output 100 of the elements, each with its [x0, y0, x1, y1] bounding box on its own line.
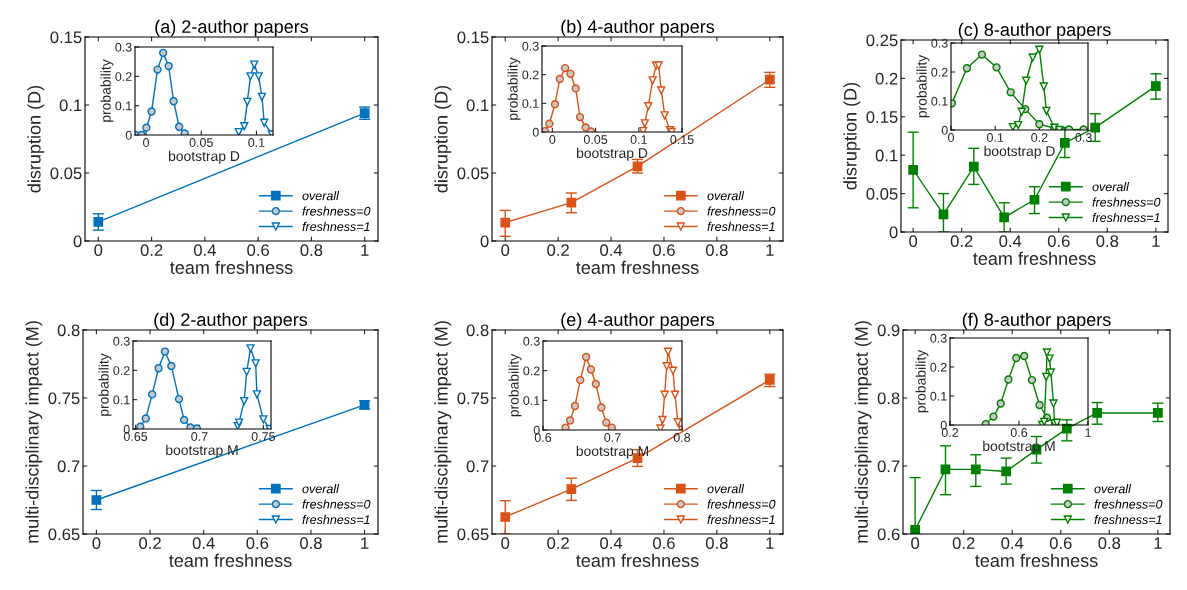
x-tick-label: 0.4 [999, 235, 1022, 248]
y-tick-label: 0.3 [115, 42, 132, 52]
x-tick-label: 1 [1085, 428, 1091, 437]
x-tick-label: 0.05 [189, 138, 213, 147]
legend-label: freshness=0 [707, 499, 776, 509]
chart-title: (c) 8-author papers [958, 22, 1111, 40]
legend-label: overall [707, 484, 745, 494]
y-axis-title: probability [916, 54, 930, 118]
y-tick-label: 0.05 [457, 167, 489, 180]
y-tick-label: 0.1 [523, 396, 540, 405]
y-axis-title: multi-disciplinary impact (M) [434, 321, 452, 543]
x-tick-label: 0 [94, 244, 103, 257]
y-tick-label: 0.2 [115, 72, 132, 81]
chart-title: (e) 4-author papers [561, 312, 715, 330]
x-tick-label: 0.6 [247, 244, 269, 257]
y-axis-title: disruption (D) [27, 85, 45, 193]
y-axis-title: probability [507, 57, 521, 120]
y-tick-label: 0.1 [931, 96, 948, 106]
y-tick-label: 0.1 [115, 101, 132, 111]
legend-label: overall [302, 191, 340, 201]
y-tick-label: 0 [941, 125, 948, 135]
y-tick-label: 0.65 [457, 528, 489, 541]
x-tick-label: 0.2 [952, 537, 975, 550]
y-tick-label: 0.2 [875, 72, 898, 85]
y-tick-label: 0.25 [866, 34, 898, 47]
y-axis-title: probability [508, 353, 522, 417]
x-tick-label: 1 [361, 244, 369, 256]
y-tick-label: 0.8 [57, 324, 80, 337]
x-tick-label: 0.1 [248, 138, 265, 147]
x-tick-label: 1 [361, 537, 369, 549]
chart-title: (b) 4-author papers [561, 19, 715, 37]
x-tick-label: 1 [766, 244, 774, 256]
x-tick-label: 1 [766, 537, 774, 549]
y-tick-label: 0.75 [457, 392, 489, 405]
x-tick-label: 0.8 [1096, 235, 1119, 248]
chart-title: (d) 2-author papers [154, 312, 308, 330]
y-tick-label: 0.2 [523, 366, 540, 376]
x-tick-label: 1 [1152, 235, 1160, 247]
x-tick-label: 0.2 [1031, 133, 1048, 142]
y-axis-title: multi-disciplinary impact (M) [25, 321, 43, 543]
y-tick-label: 0 [940, 420, 947, 430]
x-tick-label: 1 [1154, 537, 1162, 549]
x-tick-label: 0.1 [630, 135, 647, 144]
x-tick-label: 0.4 [600, 537, 623, 550]
legend-label: freshness=0 [302, 206, 371, 216]
x-tick-label: 0 [501, 244, 510, 257]
x-tick-label: 0.1 [986, 133, 1004, 142]
x-tick-label: 0.8 [705, 244, 728, 257]
y-tick-label: 0.6 [877, 528, 900, 541]
x-tick-label: 0.4 [1001, 537, 1024, 550]
y-tick-label: 0.65 [48, 528, 80, 541]
x-tick-label: 0.2 [950, 235, 973, 248]
y-tick-label: 0.7 [466, 460, 489, 473]
y-tick-label: 0.1 [930, 391, 947, 401]
x-tick-label: 0 [143, 138, 150, 147]
legend-label: overall [707, 191, 745, 201]
x-axis-title: team freshness [576, 553, 699, 567]
legend-label: freshness=0 [707, 206, 776, 216]
y-tick-label: 0.15 [50, 31, 82, 44]
y-tick-label: 0.1 [875, 149, 898, 162]
legend-label: overall [1094, 484, 1132, 494]
y-axis-title: probability [100, 59, 114, 122]
y-tick-label: 0.8 [877, 392, 900, 405]
y-tick-label: 0.15 [866, 111, 898, 123]
y-axis-title: disruption (D) [434, 85, 452, 193]
legend-label: freshness=0 [302, 499, 371, 509]
x-tick-label: 0.7 [604, 433, 621, 442]
legend-label: freshness=0 [1092, 197, 1161, 207]
y-tick-label: 0.8 [466, 324, 489, 337]
x-axis-title: team freshness [576, 260, 699, 274]
y-tick-label: 0.15 [457, 31, 489, 44]
chart-title: (f) 8-author papers [962, 312, 1111, 330]
legend-label: freshness=1 [1094, 514, 1162, 525]
legend-label: freshness=0 [1094, 499, 1163, 509]
legend-label: overall [1092, 182, 1130, 192]
y-tick-label: 0.7 [57, 460, 80, 473]
x-tick-label: 0.4 [600, 244, 623, 257]
x-tick-label: 0.8 [300, 244, 323, 257]
legend-label: freshness=1 [1092, 212, 1160, 223]
x-tick-label: 0.4 [193, 244, 216, 257]
y-tick-label: 0.3 [522, 41, 539, 51]
y-tick-label: 0.1 [466, 99, 489, 112]
y-tick-label: 0.1 [59, 99, 82, 112]
x-tick-label: 0.2 [547, 244, 569, 257]
y-tick-label: 0.05 [50, 167, 82, 180]
x-tick-label: 0.75 [251, 432, 275, 441]
legend-label: freshness=1 [707, 514, 775, 525]
x-tick-label: 0.3 [1075, 133, 1092, 142]
legend-label: freshness=1 [302, 221, 370, 232]
x-tick-label: 0.8 [673, 433, 691, 442]
y-tick-label: 0 [889, 226, 898, 239]
y-tick-label: 0.2 [931, 67, 948, 77]
y-tick-label: 0.05 [866, 188, 898, 200]
x-tick-label: 0.6 [246, 537, 269, 550]
x-tick-label: 0 [501, 537, 510, 550]
y-axis-title: disruption (D) [843, 82, 861, 190]
x-tick-label: 0.2 [140, 244, 163, 257]
x-tick-label: 0 [909, 235, 918, 248]
x-tick-label: 0.05 [583, 135, 608, 144]
chart-title: (a) 2-author papers [155, 19, 309, 37]
